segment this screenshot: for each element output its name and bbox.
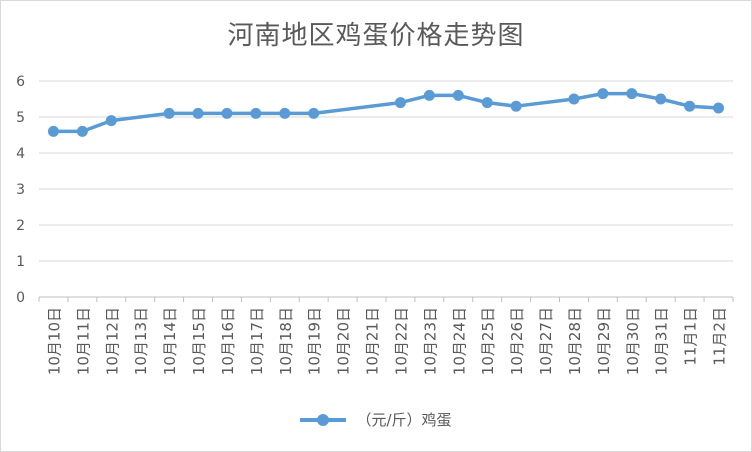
x-tick-label: 10月26日 xyxy=(508,307,526,375)
x-tick-label: 10月10日 xyxy=(45,307,63,375)
x-tick-label: 10月19日 xyxy=(306,307,324,375)
data-point xyxy=(279,107,291,119)
x-tick-label: 10月28日 xyxy=(566,307,584,375)
x-tick-label: 10月29日 xyxy=(595,307,613,375)
data-point xyxy=(655,93,667,105)
data-point xyxy=(394,97,406,109)
data-point xyxy=(626,88,638,100)
x-tick-label: 11月2日 xyxy=(711,307,729,366)
data-point xyxy=(250,107,262,119)
data-point xyxy=(481,97,493,109)
series-line xyxy=(51,91,721,134)
x-tick-label: 10月18日 xyxy=(277,307,295,375)
data-point xyxy=(105,115,117,127)
x-tick-label: 10月20日 xyxy=(335,307,353,375)
x-tick-label: 11月1日 xyxy=(682,307,700,366)
data-point xyxy=(47,125,59,137)
x-tick-label: 10月13日 xyxy=(132,307,150,375)
x-tick-label: 10月17日 xyxy=(248,307,266,375)
data-point xyxy=(308,107,320,119)
x-tick-label: 10月16日 xyxy=(219,307,237,375)
x-tick-label: 10月31日 xyxy=(653,307,671,375)
y-tick-label: 6 xyxy=(16,74,25,90)
data-point xyxy=(684,100,696,112)
y-tick-label: 5 xyxy=(16,110,25,126)
data-point xyxy=(423,89,435,101)
data-point xyxy=(568,93,580,105)
chart-title: 河南地区鸡蛋价格走势图 xyxy=(227,21,525,51)
x-tick-label: 10月30日 xyxy=(624,307,642,375)
x-tick-label: 10月14日 xyxy=(161,307,179,375)
data-point xyxy=(713,102,725,114)
y-tick-label: 4 xyxy=(16,146,25,162)
x-tick-label: 10月24日 xyxy=(450,307,468,375)
y-tick-label: 0 xyxy=(16,290,25,306)
legend-series-label: （元/斤）鸡蛋 xyxy=(356,411,452,429)
data-point xyxy=(76,125,88,137)
x-tick-label: 10月27日 xyxy=(537,307,555,375)
x-tick-label: 10月25日 xyxy=(479,307,497,375)
x-tick-label: 10月23日 xyxy=(421,307,439,375)
chart-legend: （元/斤）鸡蛋 xyxy=(1,409,751,430)
data-point xyxy=(597,88,609,100)
y-tick-label: 2 xyxy=(16,218,25,234)
x-tick-label: 10月11日 xyxy=(74,307,92,375)
legend-series-marker xyxy=(300,413,347,427)
data-point xyxy=(510,100,522,112)
data-point xyxy=(221,107,233,119)
x-tick-label: 10月12日 xyxy=(103,307,121,375)
data-point xyxy=(163,107,175,119)
x-tick-label: 10月21日 xyxy=(364,307,382,375)
data-point xyxy=(452,89,464,101)
data-point xyxy=(192,107,204,119)
y-tick-label: 1 xyxy=(16,254,25,270)
y-tick-label: 3 xyxy=(16,182,25,198)
x-tick-label: 10月15日 xyxy=(190,307,208,375)
x-tick-label: 10月22日 xyxy=(392,307,410,375)
